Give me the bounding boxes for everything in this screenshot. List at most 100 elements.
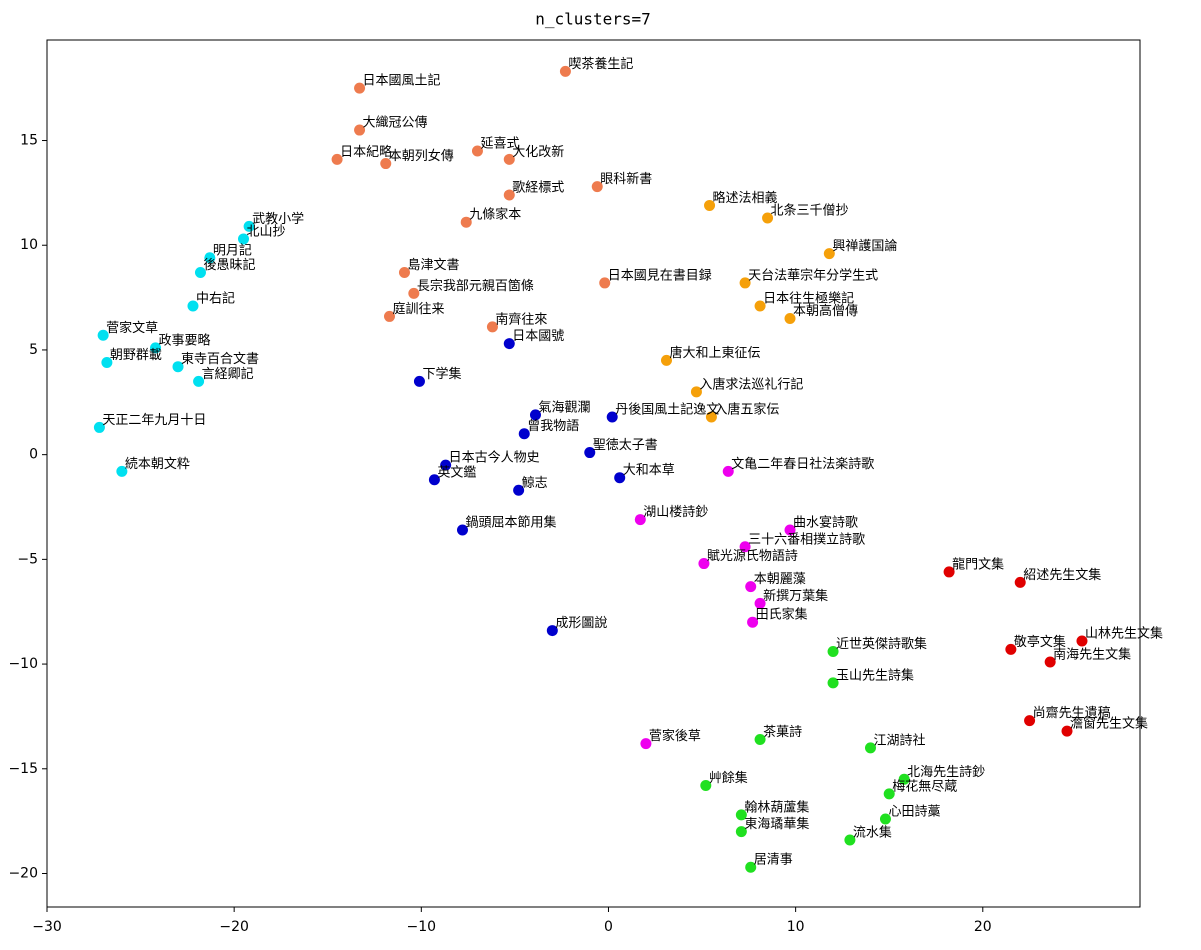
- point-label: 近世英傑詩歌集: [836, 636, 927, 652]
- point: [599, 277, 611, 289]
- point: [1061, 725, 1073, 737]
- point: [827, 677, 839, 689]
- point: [460, 216, 472, 228]
- point: [735, 809, 747, 821]
- point-label: 龍門文集: [952, 556, 1004, 572]
- point: [591, 181, 603, 193]
- point-label: 島津文書: [407, 258, 459, 273]
- point: [408, 287, 420, 299]
- point-label: 鯨志: [522, 476, 548, 491]
- point-label: 東海璚華集: [744, 816, 809, 832]
- point-label: 政事要略: [159, 332, 211, 348]
- point: [529, 409, 541, 421]
- point-label: 新撰万葉集: [763, 588, 828, 604]
- point-label: 菅家文草: [106, 320, 158, 336]
- point-label: 略述法相義: [713, 190, 778, 206]
- y-tick-label: 10: [20, 237, 38, 253]
- point-label: 艸餘集: [709, 770, 748, 786]
- x-tick-label: 20: [974, 919, 992, 935]
- point-label: 日本國號: [512, 329, 564, 344]
- point-label: 南海先生文集: [1053, 646, 1131, 662]
- point-label: 英文鑑: [437, 464, 476, 480]
- point: [823, 248, 835, 260]
- y-tick-label: 0: [29, 447, 38, 463]
- point: [1024, 715, 1036, 727]
- point: [879, 813, 891, 825]
- point: [546, 625, 558, 637]
- point: [754, 733, 766, 745]
- point-label: 敬亭文集: [1014, 634, 1066, 650]
- point-label: 武教小学: [252, 211, 304, 227]
- point-label: 天正二年九月十日: [102, 413, 206, 428]
- point: [383, 310, 395, 322]
- point: [559, 65, 571, 77]
- point-label: 延喜式: [480, 136, 519, 151]
- point: [238, 233, 250, 245]
- point: [354, 124, 366, 136]
- point-label: 北海先生詩鈔: [907, 765, 985, 780]
- y-tick-label: −5: [17, 551, 38, 567]
- point-label: 尚齋先生遺稿: [1033, 705, 1111, 721]
- point: [827, 646, 839, 658]
- x-tick-label: −20: [219, 919, 249, 935]
- point-label: 下学集: [422, 366, 461, 382]
- point: [456, 524, 468, 536]
- y-tick-label: −10: [8, 656, 38, 672]
- point: [440, 459, 452, 471]
- point: [97, 329, 109, 341]
- point-label: 菅家後草: [649, 728, 701, 744]
- point: [93, 421, 105, 433]
- point: [762, 212, 774, 224]
- point-label: 居清事: [754, 853, 793, 868]
- point-label: 喫茶養生記: [568, 56, 633, 72]
- point: [745, 581, 757, 593]
- plot-frame: [46, 39, 1141, 908]
- point-label: 氣海觀瀾: [538, 400, 590, 415]
- point: [486, 321, 498, 333]
- point-label: 丹後国風土記逸文: [615, 401, 719, 417]
- point: [187, 300, 199, 312]
- point-label: 入唐求法巡礼行記: [699, 376, 803, 392]
- point: [503, 153, 515, 165]
- point: [864, 742, 876, 754]
- x-tick-label: −10: [407, 919, 437, 935]
- point-label: 玉山先生詩集: [836, 667, 914, 683]
- point: [739, 277, 751, 289]
- point-label: 日本國風土記: [363, 73, 441, 89]
- point-label: 本朝麗藻: [754, 572, 806, 587]
- point: [1014, 576, 1026, 588]
- point: [471, 145, 483, 157]
- point: [1005, 643, 1017, 655]
- point-label: 心田詩藁: [888, 805, 940, 820]
- point-label: 梅花無尽蔵: [892, 778, 957, 794]
- point: [739, 541, 751, 553]
- point-label: 九條家本: [469, 207, 521, 223]
- point-label: 庭訓往来: [392, 301, 444, 317]
- point: [398, 266, 410, 278]
- point: [754, 597, 766, 609]
- point-label: 湖山楼詩鈔: [643, 505, 708, 520]
- point-label: 興禅護国論: [832, 238, 897, 254]
- point-label: 大織冠公傳: [363, 116, 428, 131]
- point: [784, 313, 796, 325]
- point-label: 鍋頭屈本節用集: [465, 515, 556, 531]
- x-tick-label: 10: [787, 919, 805, 935]
- point-label: 曾我物語: [527, 418, 579, 434]
- point: [243, 220, 255, 232]
- point-label: 澹窗先生文集: [1070, 716, 1148, 732]
- point-label: 北条三千僧抄: [771, 203, 849, 219]
- point: [503, 189, 515, 201]
- point-label: 日本古今人物史: [449, 450, 540, 466]
- point: [428, 474, 440, 486]
- point: [101, 357, 113, 369]
- point: [844, 834, 856, 846]
- point-label: 茶菓詩: [763, 724, 802, 740]
- point: [204, 252, 216, 264]
- point: [690, 386, 702, 398]
- point: [640, 738, 652, 750]
- point: [172, 361, 184, 373]
- point-label: 大和本草: [623, 463, 675, 478]
- point: [722, 465, 734, 477]
- point: [660, 354, 672, 366]
